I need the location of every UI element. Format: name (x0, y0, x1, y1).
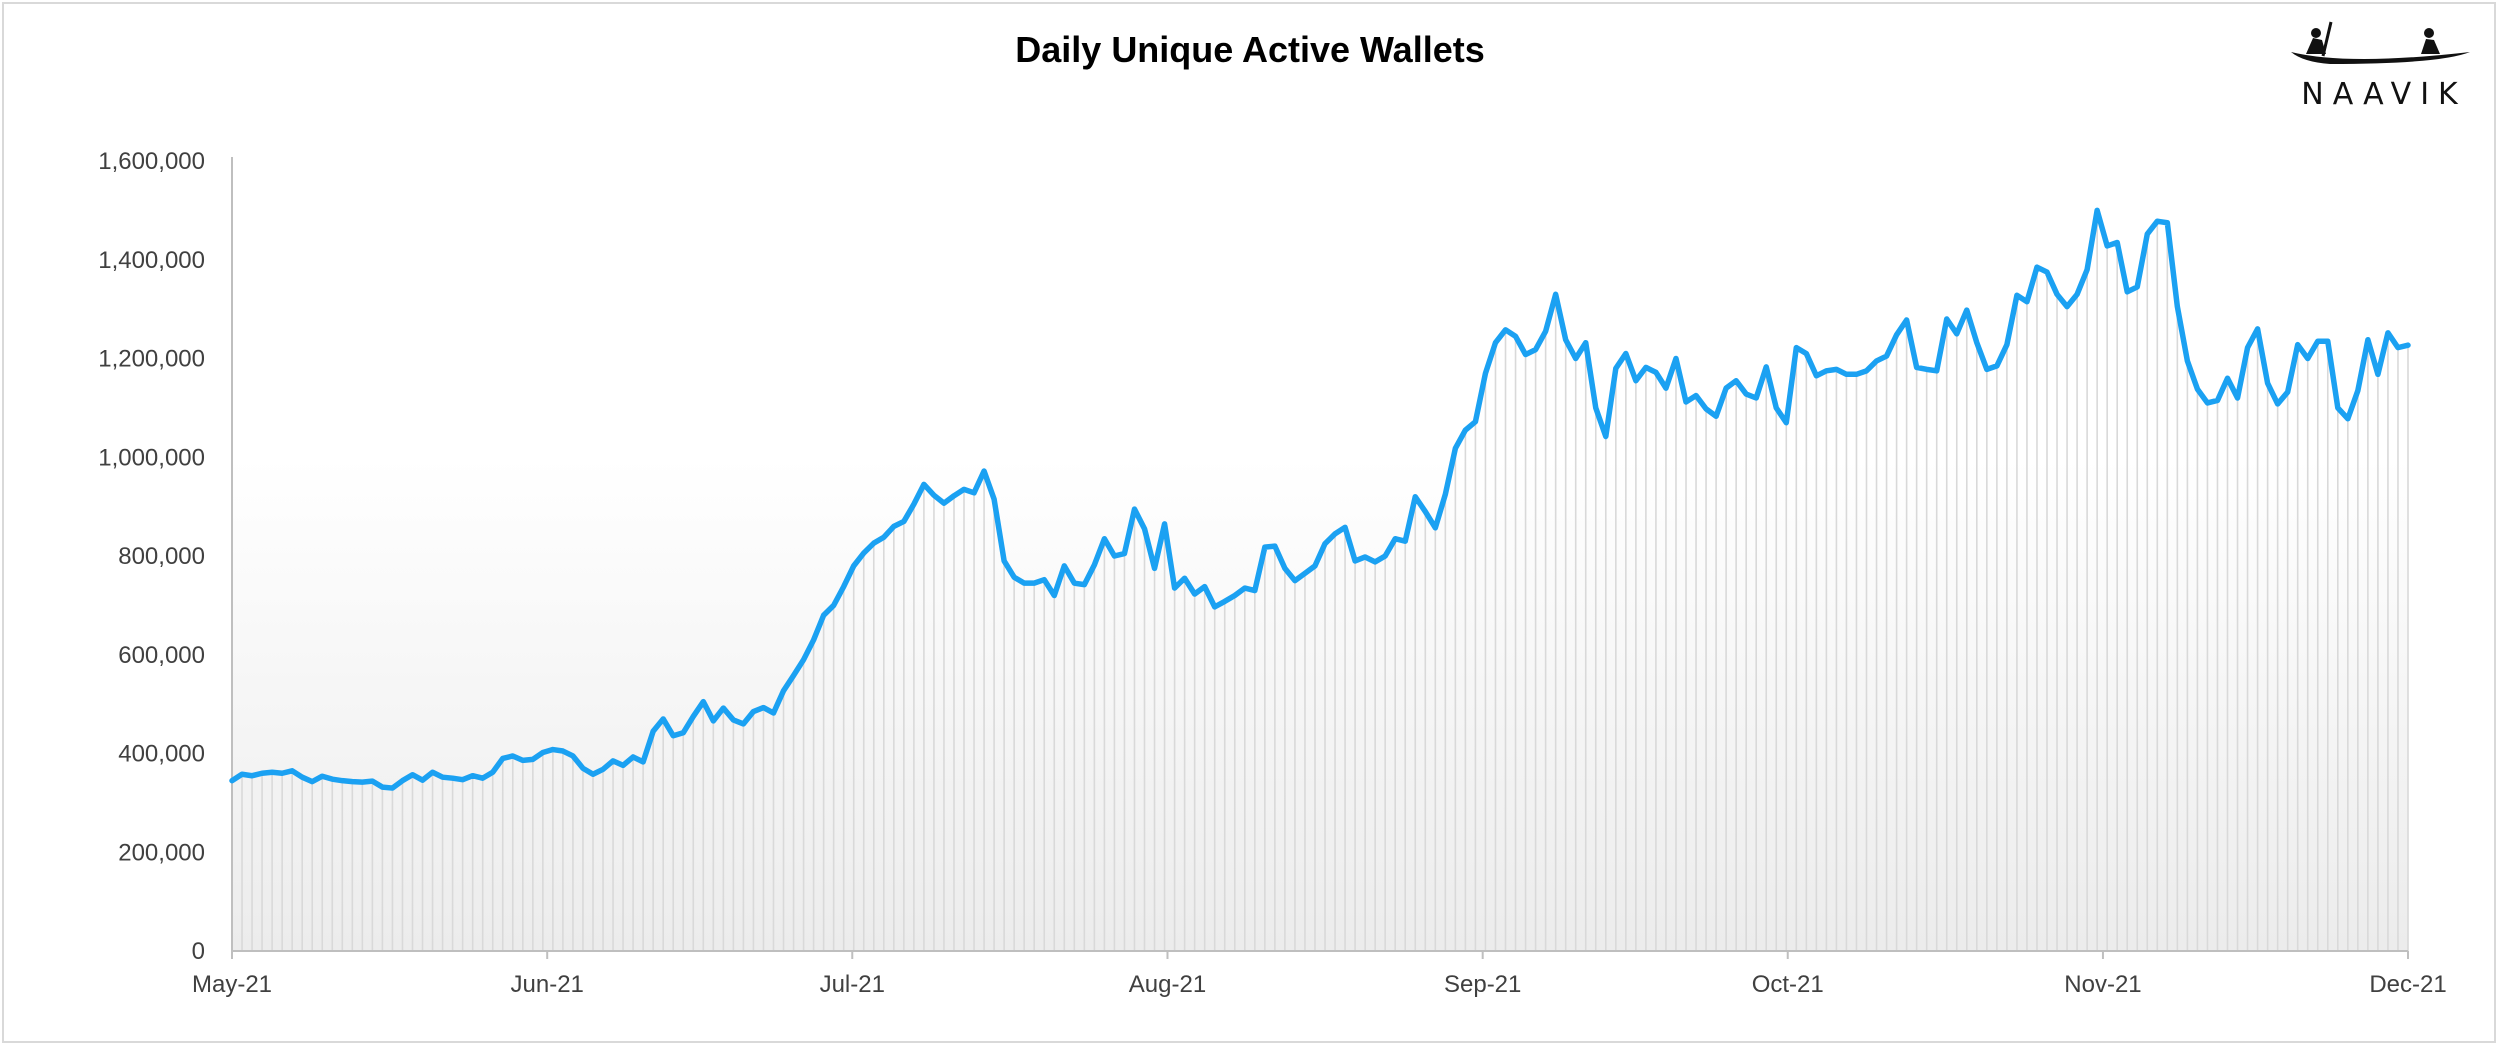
x-tick-label: Jun-21 (511, 971, 584, 998)
x-tick-label: Nov-21 (2064, 971, 2141, 998)
rower-head-icon (2311, 28, 2321, 38)
x-tick-label: Dec-21 (2369, 971, 2446, 998)
axes (231, 157, 2409, 959)
x-tick-label: May-21 (192, 971, 272, 998)
y-tick-label: 400,000 (118, 741, 205, 768)
logo-text: NAAVIK (2301, 77, 2466, 112)
plot-fade (232, 457, 2408, 951)
y-tick-label: 0 (192, 938, 205, 965)
passenger-body-icon (2421, 39, 2440, 54)
rower-body-icon (2306, 38, 2326, 54)
series-line-layer (229, 207, 2411, 791)
y-axis-tick-labels: 0 200,000 400,000 600,000 800,000 1,000,000 1,… (98, 148, 205, 965)
passenger-head-icon (2424, 28, 2434, 38)
y-tick-label: 1,000,000 (98, 444, 205, 471)
x-tick-label: Sep-21 (1444, 971, 1521, 998)
x-tick-label: Aug-21 (1129, 971, 1206, 998)
y-tick-label: 1,200,000 (98, 346, 205, 373)
x-tick-label: Oct-21 (1752, 971, 1824, 998)
y-tick-label: 1,400,000 (98, 247, 205, 274)
y-tick-label: 200,000 (118, 839, 205, 866)
y-tick-label: 600,000 (118, 642, 205, 669)
naavik-logo: NAAVIK (2291, 21, 2470, 112)
y-tick-label: 800,000 (118, 543, 205, 570)
chart-title: Daily Unique Active Wallets (1015, 29, 1484, 70)
boat-icon (2291, 52, 2470, 64)
x-axis-tick-labels: May-21 Jun-21 Jul-21 Aug-21 Sep-21 Oct-21 Nov-… (192, 971, 2447, 998)
daily-bars (231, 210, 2409, 951)
x-tick-label: Jul-21 (820, 971, 885, 998)
plot-background (232, 457, 2408, 951)
series-line (229, 207, 2411, 791)
y-tick-label: 1,600,000 (98, 148, 205, 175)
